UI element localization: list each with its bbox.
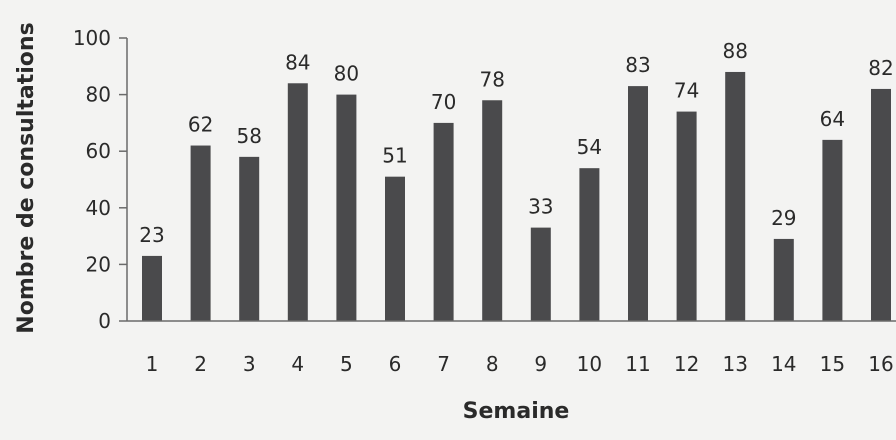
bar-value-label: 64 xyxy=(820,107,845,131)
y-axis-ticks: 0 20 40 60 80 100 xyxy=(73,26,127,333)
value-labels-group: 23 62 58 84 80 51 70 78 33 54 83 74 88 29 64 82 xyxy=(139,39,893,247)
x-tick-label: 15 xyxy=(820,352,845,376)
y-tick-label: 80 xyxy=(86,83,111,107)
x-tick-label: 2 xyxy=(194,352,207,376)
x-axis-label: Semaine xyxy=(463,399,570,424)
x-tick-label: 6 xyxy=(389,352,402,376)
x-tick-label: 14 xyxy=(771,352,796,376)
x-tick-label: 7 xyxy=(437,352,450,376)
y-tick-label: 100 xyxy=(73,26,111,50)
bars-group xyxy=(142,71,891,322)
bar xyxy=(385,176,405,321)
bar-value-label: 33 xyxy=(528,195,553,219)
x-tick-label: 16 xyxy=(868,352,893,376)
y-tick-label: 60 xyxy=(86,139,111,163)
bar xyxy=(336,94,357,321)
x-tick-label: 9 xyxy=(534,352,547,376)
bar xyxy=(433,122,454,322)
bar-value-label: 23 xyxy=(139,223,164,247)
bar-value-label: 58 xyxy=(236,124,261,148)
y-tick-label: 0 xyxy=(98,309,111,333)
bar xyxy=(628,86,648,321)
x-tick-label: 1 xyxy=(146,352,159,376)
bar xyxy=(482,100,503,321)
x-tick-label: 8 xyxy=(486,352,499,376)
bar-value-label: 54 xyxy=(577,135,602,159)
bar xyxy=(239,156,260,321)
bar-value-label: 88 xyxy=(722,39,747,63)
y-axis-label: Nombre de consultations xyxy=(14,22,39,333)
bar xyxy=(530,227,551,321)
x-tick-label: 13 xyxy=(722,352,747,376)
bar xyxy=(579,168,600,321)
bar-value-label: 70 xyxy=(431,90,456,114)
bar xyxy=(725,71,746,322)
bar-value-label: 83 xyxy=(625,53,650,77)
bar xyxy=(676,111,697,321)
bar xyxy=(871,88,891,321)
x-tick-label: 10 xyxy=(577,352,602,376)
bar-value-label: 80 xyxy=(334,62,359,86)
y-tick-label: 40 xyxy=(86,196,111,220)
bar-value-label: 84 xyxy=(285,50,310,74)
bar xyxy=(822,139,843,321)
x-tick-label: 4 xyxy=(291,352,304,376)
x-axis-ticks: 1 2 3 4 5 6 7 8 9 10 11 12 13 14 15 16 xyxy=(146,352,894,376)
bar-value-label: 29 xyxy=(771,206,796,230)
x-tick-label: 3 xyxy=(243,352,256,376)
bar-value-label: 74 xyxy=(674,79,699,103)
bar xyxy=(287,83,308,321)
bar-value-label: 51 xyxy=(382,144,407,168)
x-tick-label: 5 xyxy=(340,352,353,376)
bar-value-label: 82 xyxy=(868,56,893,80)
y-tick-label: 20 xyxy=(86,252,111,276)
x-tick-label: 12 xyxy=(674,352,699,376)
bar xyxy=(190,145,211,321)
bar-value-label: 78 xyxy=(479,67,504,91)
bar xyxy=(142,255,162,321)
bar xyxy=(773,238,794,321)
bar-value-label: 62 xyxy=(188,113,213,137)
x-tick-label: 11 xyxy=(625,352,650,376)
